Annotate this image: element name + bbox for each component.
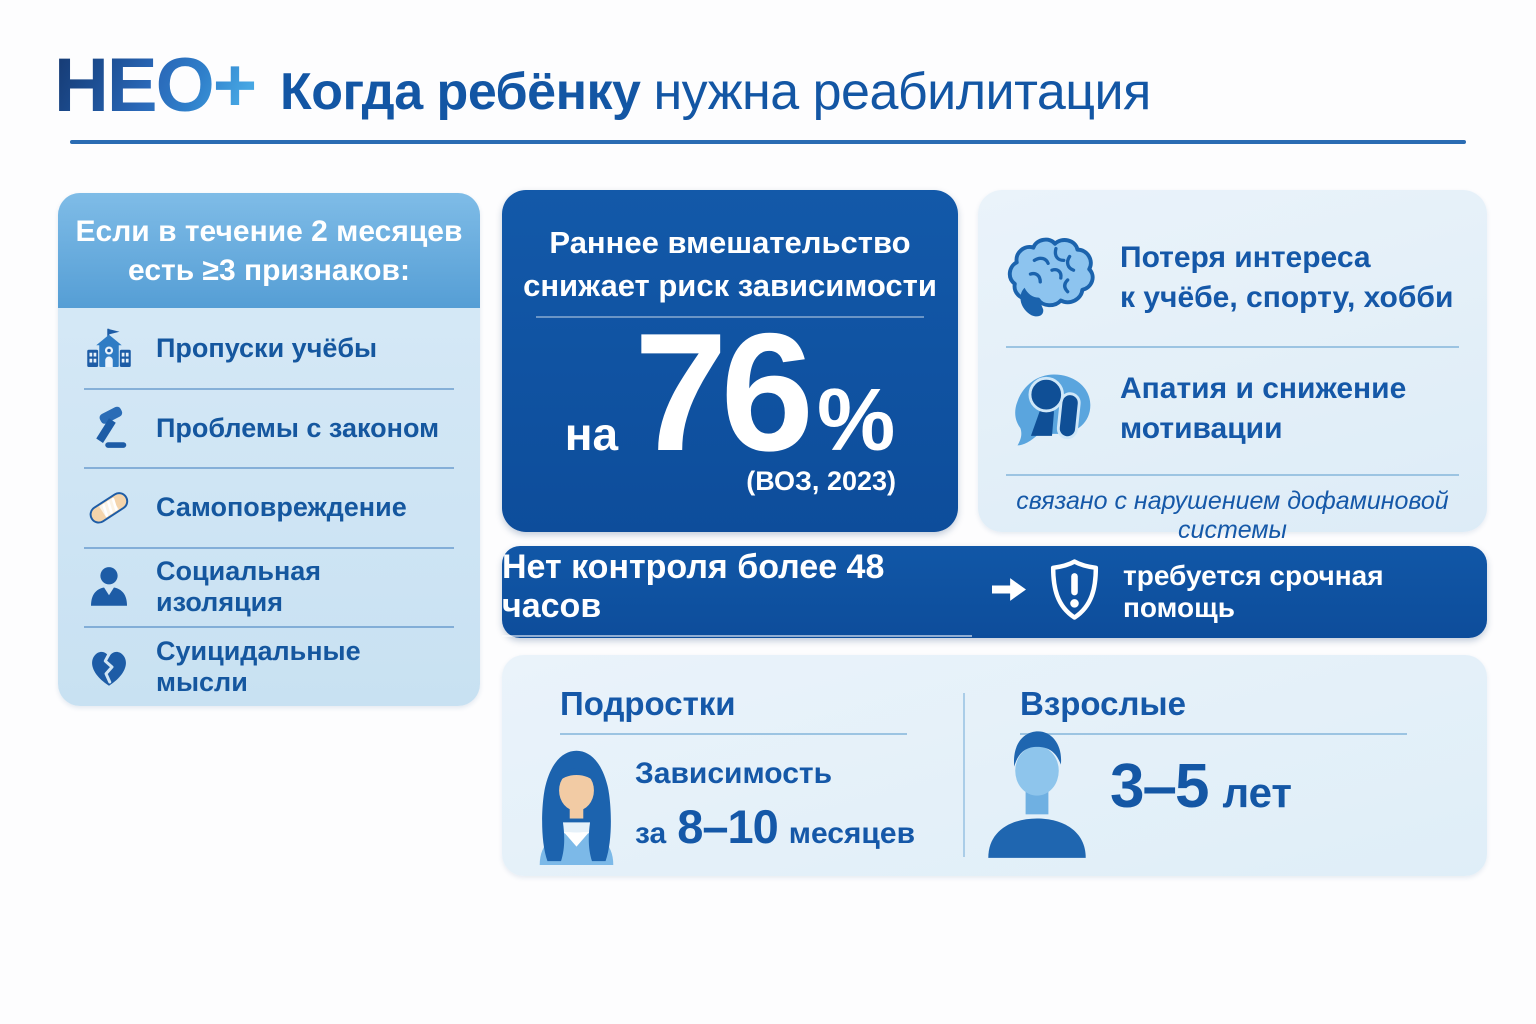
intervention-heading: Раннее вмешательство снижает риск зависи… bbox=[502, 222, 958, 308]
arrow-right-icon bbox=[992, 577, 1027, 607]
symptoms-footnote: связано с нарушением дофаминовой системы bbox=[1016, 487, 1449, 544]
symptoms-divider bbox=[1006, 474, 1459, 476]
timeline-panel: Подростки Зависимость за 8–10 месяцев Вз… bbox=[502, 655, 1487, 876]
symptom-text: Потеря интереса к учёбе, спорту, хобби bbox=[1120, 238, 1453, 319]
signs-heading-line1: Если в течение 2 месяцев bbox=[75, 214, 463, 248]
symptoms-panel: Потеря интереса к учёбе, спорту, хобби А… bbox=[978, 190, 1487, 544]
adults-heading: Взрослые bbox=[1020, 685, 1186, 722]
intervention-line1: Раннее вмешательство bbox=[549, 225, 911, 260]
page-title-emphasis: Когда ребёнку bbox=[280, 63, 641, 121]
symptom-text: Апатия и снижение мотивации bbox=[1120, 369, 1406, 450]
teens-duration-suffix: месяцев bbox=[788, 817, 916, 850]
alert-condition: Нет контроля более 48 часов bbox=[502, 548, 973, 637]
neo-plus-logo: НЕО+ bbox=[54, 43, 257, 128]
teens-underline bbox=[560, 733, 907, 735]
intervention-divider bbox=[536, 316, 924, 318]
list-item: Самоповреждение bbox=[84, 469, 454, 549]
adults-text: 3–5 лет bbox=[1110, 751, 1292, 822]
symptom-line1: Потеря интереса bbox=[1120, 240, 1371, 274]
broken-heart-icon bbox=[84, 643, 134, 691]
list-item: Пропуски учёбы bbox=[84, 310, 454, 390]
adults-underline bbox=[1020, 733, 1407, 735]
teens-duration-prefix: за bbox=[635, 817, 667, 850]
signs-list: Пропуски учёбы Проблемы с законом bbox=[58, 308, 480, 706]
intervention-panel: Раннее вмешательство снижает риск зависи… bbox=[502, 190, 958, 532]
bandage-icon bbox=[84, 484, 134, 532]
teen-girl-avatar bbox=[528, 743, 625, 870]
list-item: Апатия и снижение мотивации bbox=[1004, 352, 1461, 466]
page-title: Когда ребёнку нужна реабилитация bbox=[280, 62, 1151, 122]
school-icon bbox=[84, 325, 134, 373]
list-item: Социальная изоляция bbox=[84, 549, 454, 628]
list-item: Потеря интереса к учёбе, спорту, хобби bbox=[1004, 216, 1461, 340]
teens-line2: за 8–10 месяцев bbox=[635, 799, 915, 854]
person-icon bbox=[84, 563, 134, 611]
adults-duration-value: 3–5 bbox=[1110, 752, 1209, 821]
sign-label: Суицидальные мысли bbox=[156, 635, 361, 697]
signs-panel: Если в течение 2 месяцев есть ≥3 признак… bbox=[58, 193, 480, 706]
statistic-prefix: на bbox=[564, 408, 619, 460]
alert-banner: Нет контроля более 48 часов требуется ср… bbox=[502, 546, 1487, 638]
shield-alert-icon bbox=[1046, 558, 1103, 627]
sign-label: Пропуски учёбы bbox=[156, 333, 378, 364]
teens-text: Зависимость за 8–10 месяцев bbox=[635, 757, 915, 854]
symptom-line2: к учёбе, спорту, хобби bbox=[1120, 281, 1454, 314]
sign-label: Самоповреждение bbox=[156, 492, 407, 523]
page-title-rest: нужна реабилитация bbox=[653, 63, 1151, 121]
teens-line1: Зависимость bbox=[635, 757, 833, 790]
intervention-line2: снижает риск зависимости bbox=[523, 267, 937, 303]
intervention-statistic: на 76 % bbox=[502, 308, 958, 476]
symptom-line2: мотивации bbox=[1120, 412, 1283, 445]
sign-label: Проблемы с законом bbox=[156, 412, 440, 443]
alert-action: требуется срочная помощь bbox=[1123, 560, 1384, 623]
sign-label: Социальная изоляция bbox=[156, 556, 322, 618]
adult-man-avatar bbox=[980, 723, 1094, 863]
signs-panel-heading: Если в течение 2 месяцев есть ≥3 признак… bbox=[58, 193, 480, 308]
symptom-line1: Апатия и снижение bbox=[1120, 371, 1407, 405]
apathy-icon bbox=[1004, 363, 1100, 455]
signs-heading-line2: есть ≥3 признаков: bbox=[128, 253, 410, 287]
symptoms-divider bbox=[1006, 346, 1459, 348]
list-item: Суицидальные мысли bbox=[84, 628, 454, 706]
list-item: Проблемы с законом bbox=[84, 390, 454, 469]
timeline-divider bbox=[963, 693, 965, 857]
teens-heading: Подростки bbox=[560, 685, 736, 722]
header-divider bbox=[70, 140, 1466, 144]
statistic-unit: % bbox=[817, 370, 896, 469]
gavel-icon bbox=[84, 404, 134, 452]
statistic-source: (ВОЗ, 2023) bbox=[746, 466, 896, 496]
teens-duration-value: 8–10 bbox=[677, 800, 779, 853]
adults-duration-suffix: лет bbox=[1222, 769, 1292, 816]
statistic-value: 76 bbox=[634, 298, 814, 486]
brain-icon bbox=[1004, 231, 1100, 325]
